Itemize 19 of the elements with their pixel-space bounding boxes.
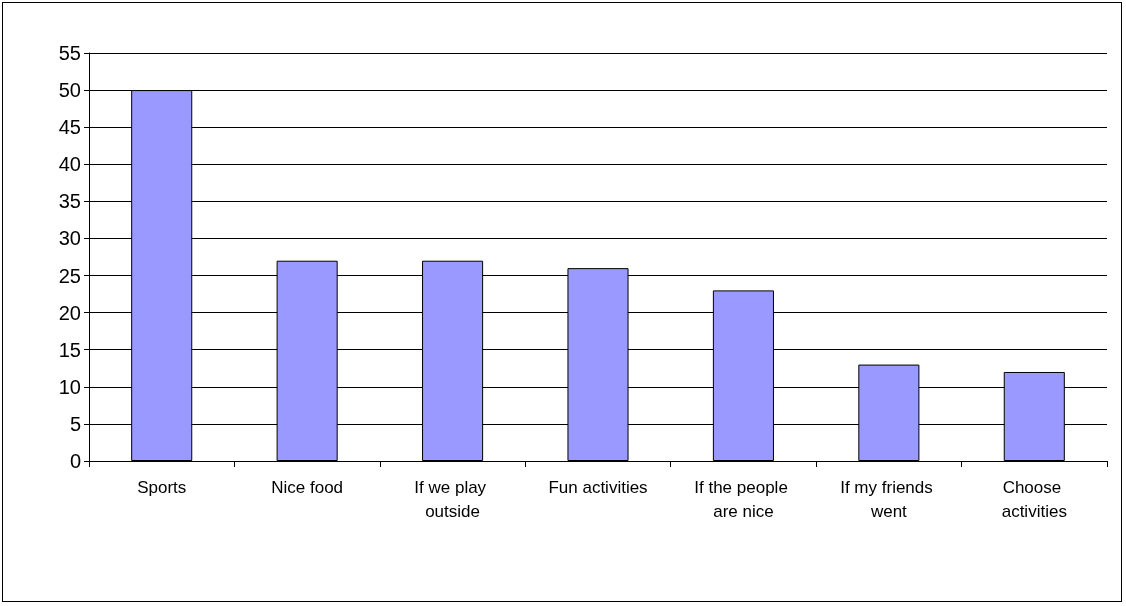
- x-tick-label: If the people are nice: [694, 477, 793, 521]
- y-tick-label: 5: [69, 412, 81, 435]
- y-tick-label: 15: [58, 338, 81, 361]
- x-tick-label: If we play outside: [414, 477, 491, 521]
- y-tick-label: 45: [58, 116, 81, 139]
- y-tick-label: 10: [58, 375, 81, 398]
- x-tick-label: Choose activities: [1001, 477, 1067, 521]
- y-tick-label: 40: [58, 153, 81, 176]
- y-tick-label: 20: [58, 301, 81, 324]
- x-tick-label: If my friends went: [840, 477, 938, 521]
- y-tick-label: 55: [58, 42, 81, 64]
- y-tick-label: 50: [58, 79, 81, 102]
- y-tick-label: 35: [58, 190, 81, 213]
- x-tick-label: Sports: [137, 477, 187, 497]
- x-tick-label: Fun activities: [548, 477, 648, 497]
- y-tick-label: 0: [69, 450, 81, 472]
- y-tick-label: 30: [58, 227, 81, 250]
- y-tick-label: 25: [58, 264, 81, 287]
- x-tick-label: Nice food: [271, 477, 344, 497]
